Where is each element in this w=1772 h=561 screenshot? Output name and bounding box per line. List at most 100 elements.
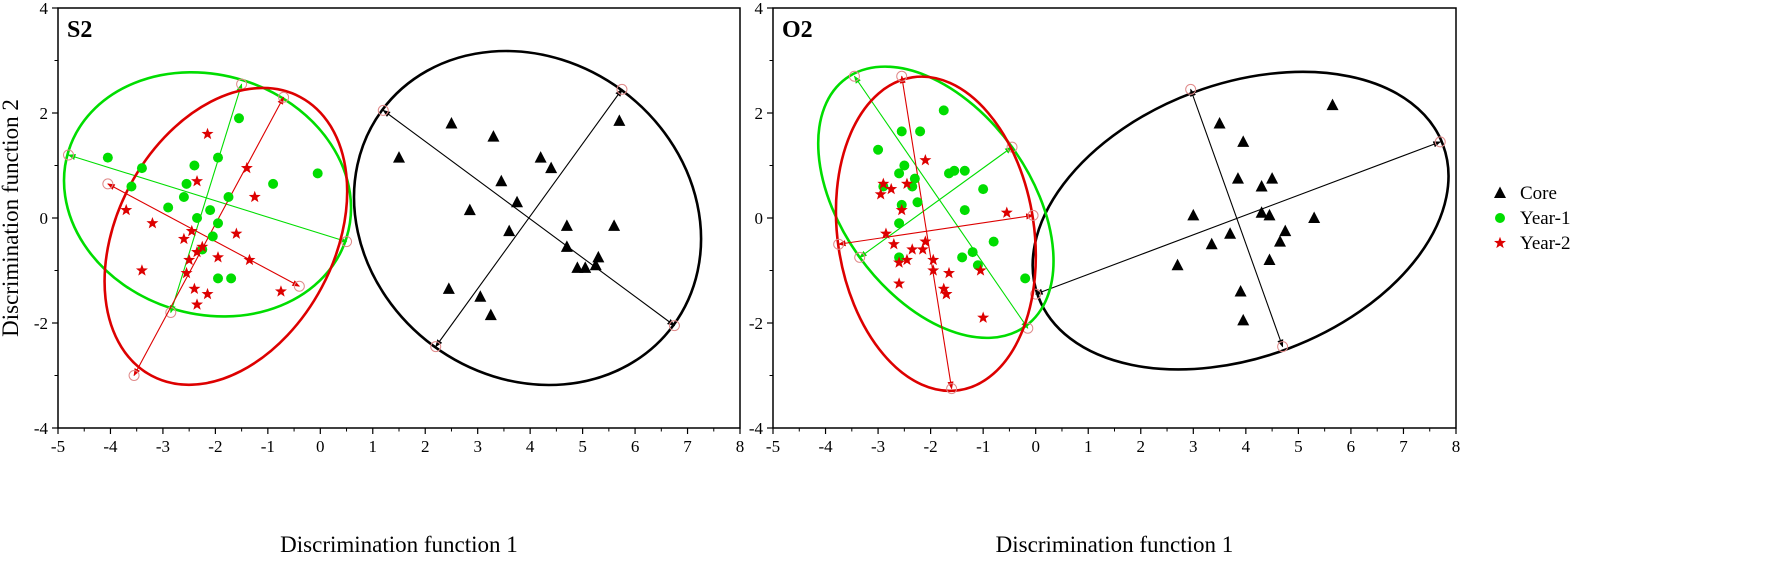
data-point-core-s2 [393, 151, 405, 163]
legend-label-core: Core [1520, 183, 1557, 204]
data-point-year-2-o2 [895, 203, 908, 216]
data-point-year-1-o2 [944, 168, 955, 179]
data-point-year-2-s2 [183, 253, 196, 266]
data-point-year-1-s2 [181, 178, 192, 189]
data-point-year-2-o2 [937, 282, 950, 294]
x-tick-label-o2: 4 [1242, 437, 1251, 456]
data-point-core-s2 [592, 250, 605, 263]
major-axis-year-2-o2 [837, 213, 1034, 247]
major-axis-year-1-s2 [67, 154, 348, 243]
plot-frame-s2 [57, 7, 741, 429]
axis-endpoint-year-2-o2 [833, 238, 845, 250]
data-point-year-2-o2 [927, 264, 940, 276]
data-point-core-s2 [442, 282, 455, 294]
y-tick-label-o2: 0 [755, 209, 764, 228]
legend-entry-year-2: Year-2 [1494, 233, 1570, 254]
data-point-year-2-s2 [191, 245, 204, 258]
data-point-core-s2 [560, 240, 573, 252]
data-point-year-1-o2 [988, 236, 999, 247]
x-tick-label-s2: 8 [736, 437, 745, 456]
x-tick-label-o2: 5 [1294, 437, 1303, 456]
x-tick-label-s2: -2 [208, 437, 222, 456]
major-axis-year-2-s2 [107, 183, 301, 287]
data-point-year-2-o2 [940, 287, 953, 300]
y-tick-label-s2: -2 [34, 314, 48, 333]
data-point-core-o2 [1266, 172, 1279, 184]
data-point-core-o2 [1171, 258, 1184, 271]
axis-endpoint-year-2-s2 [102, 178, 114, 190]
data-point-core-s2 [445, 117, 458, 129]
data-point-year-2-s2 [201, 287, 214, 300]
data-point-year-1-s2 [226, 273, 237, 284]
data-point-core-o2 [1213, 117, 1226, 129]
legend-marker-year-1 [1495, 213, 1505, 223]
data-point-year-2-s2 [146, 216, 159, 229]
data-point-year-1-o2 [894, 168, 905, 179]
data-point-core-o2 [1263, 253, 1276, 265]
minor-axis-year-2-o2 [899, 75, 954, 390]
data-point-year-2-s2 [177, 232, 190, 245]
data-point-core-o2 [1205, 237, 1218, 250]
axis-endpoint-year-1-s2 [62, 149, 74, 161]
x-tick-label-o2: -1 [976, 437, 990, 456]
data-point-core-s2 [474, 290, 487, 302]
x-tick-label-s2: -5 [51, 437, 65, 456]
data-point-year-2-o2 [879, 227, 892, 239]
x-tick-label-o2: 7 [1399, 437, 1408, 456]
data-point-year-1-o2 [912, 197, 923, 208]
data-point-core-o2 [1263, 208, 1276, 221]
data-point-year-1-o2 [894, 218, 905, 229]
data-point-core-o2 [1255, 180, 1268, 192]
data-point-year-1-s2 [233, 113, 244, 124]
data-point-year-2-o2 [900, 253, 913, 266]
y-tick-label-o2: -2 [749, 314, 763, 333]
x-tick-label-o2: 3 [1189, 437, 1198, 456]
data-point-core-s2 [545, 161, 558, 174]
data-point-year-1-s2 [178, 192, 189, 202]
data-point-year-2-s2 [240, 161, 253, 174]
data-point-year-2-s2 [243, 253, 256, 266]
data-point-core-s2 [511, 195, 524, 208]
x-tick-label-s2: -3 [156, 437, 170, 456]
data-point-year-1-s2 [312, 168, 323, 179]
data-point-year-1-s2 [213, 273, 224, 284]
minor-axis-core-s2 [435, 88, 623, 348]
axis-endpoint-core-s2 [377, 104, 389, 116]
x-tick-label-s2: 4 [526, 437, 535, 456]
x-tick-label-s2: 2 [421, 437, 430, 456]
data-point-core-o2 [1231, 172, 1244, 184]
data-point-core-s2 [534, 151, 547, 163]
y-tick-label-o2: -4 [749, 419, 764, 438]
legend-marker-core [1494, 186, 1506, 198]
data-point-year-1-o2 [959, 165, 970, 176]
legend-symbol-year-1 [1495, 213, 1505, 223]
data-point-year-1-s2 [189, 160, 200, 171]
axis-endpoint-year-2-o2 [1027, 209, 1039, 221]
data-point-year-2-o2 [893, 277, 906, 289]
data-point-year-1-s2 [213, 218, 224, 229]
axis-endpoint-core-o2 [1030, 288, 1042, 300]
data-point-year-2-s2 [191, 298, 204, 310]
data-point-year-2-o2 [877, 177, 890, 189]
data-point-year-1-o2 [899, 160, 910, 171]
data-point-year-2-s2 [188, 282, 201, 294]
axis-endpoint-core-o2 [1434, 136, 1446, 148]
data-point-year-2-o2 [893, 256, 906, 268]
axis-endpoint-year-2-s2 [293, 280, 305, 292]
x-tick-label-s2: 3 [473, 437, 482, 456]
axis-endpoint-core-s2 [616, 83, 628, 95]
legend-marker-year-2 [1494, 236, 1506, 249]
data-point-core-o2 [1237, 135, 1250, 147]
data-point-year-1-s2 [205, 205, 216, 216]
x-tick-label-s2: 5 [578, 437, 587, 456]
data-point-year-2-s2 [201, 127, 214, 140]
data-point-core-s2 [571, 261, 584, 273]
y-tick-label-s2: 4 [40, 0, 49, 18]
data-point-year-1-s2 [126, 181, 137, 192]
data-point-core-s2 [503, 224, 516, 237]
data-point-core-s2 [495, 174, 508, 187]
x-tick-label-s2: 0 [316, 437, 325, 456]
